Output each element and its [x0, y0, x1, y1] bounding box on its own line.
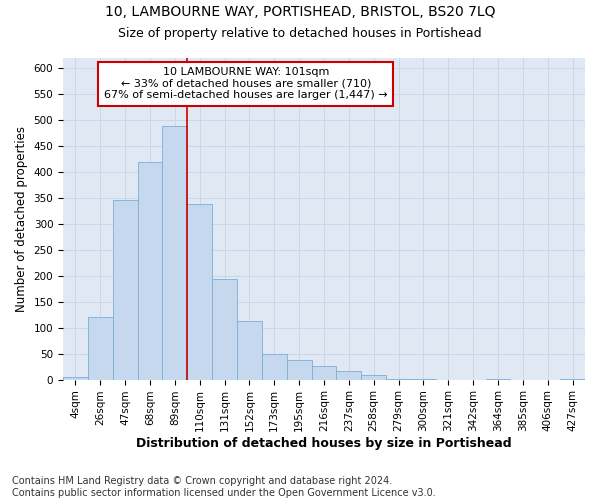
- Bar: [337, 371, 361, 380]
- Bar: [163, 126, 187, 380]
- Text: Contains HM Land Registry data © Crown copyright and database right 2024.
Contai: Contains HM Land Registry data © Crown c…: [12, 476, 436, 498]
- Bar: [63, 377, 88, 380]
- Bar: [212, 280, 237, 380]
- Text: 10 LAMBOURNE WAY: 101sqm
← 33% of detached houses are smaller (710)
67% of semi-: 10 LAMBOURNE WAY: 101sqm ← 33% of detach…: [104, 67, 388, 100]
- Bar: [137, 162, 163, 380]
- X-axis label: Distribution of detached houses by size in Portishead: Distribution of detached houses by size …: [136, 437, 512, 450]
- Bar: [287, 360, 311, 380]
- Text: Size of property relative to detached houses in Portishead: Size of property relative to detached ho…: [118, 28, 482, 40]
- Bar: [262, 354, 287, 380]
- Y-axis label: Number of detached properties: Number of detached properties: [15, 126, 28, 312]
- Bar: [560, 379, 585, 380]
- Bar: [237, 322, 262, 380]
- Bar: [187, 204, 212, 380]
- Bar: [411, 379, 436, 380]
- Bar: [113, 200, 137, 380]
- Bar: [361, 376, 386, 380]
- Text: 10, LAMBOURNE WAY, PORTISHEAD, BRISTOL, BS20 7LQ: 10, LAMBOURNE WAY, PORTISHEAD, BRISTOL, …: [105, 5, 495, 19]
- Bar: [485, 379, 511, 380]
- Bar: [311, 366, 337, 380]
- Bar: [88, 318, 113, 380]
- Bar: [386, 378, 411, 380]
